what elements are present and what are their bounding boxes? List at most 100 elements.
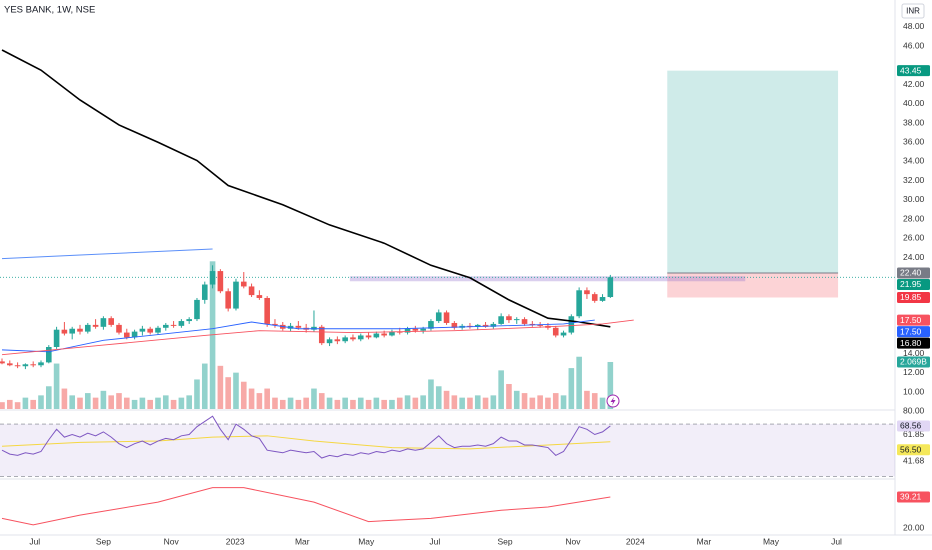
candle-body: [599, 297, 606, 301]
volume-bar: [178, 397, 185, 409]
x-tick-label: Mar: [697, 536, 712, 546]
candle-body: [194, 299, 200, 320]
candle-body: [45, 347, 52, 363]
candle-body: [61, 329, 68, 334]
candle-body: [350, 337, 356, 340]
currency-box[interactable]: [901, 3, 925, 19]
volume-bar: [84, 393, 91, 409]
loss-zone: [667, 272, 839, 298]
candle-body: [178, 321, 185, 326]
moving-average: [1, 319, 634, 356]
candle-body: [506, 316, 512, 321]
volume-bar: [521, 393, 528, 409]
y-tick-label: 34.00: [903, 156, 925, 166]
volume-bar: [162, 395, 169, 409]
volume-bar: [474, 395, 481, 409]
candle-body: [92, 324, 99, 327]
volume-bar: [545, 397, 551, 409]
candle-body: [264, 297, 270, 324]
candle-body: [334, 339, 341, 342]
x-tick-label: 2023: [226, 536, 245, 546]
volume-bar: [295, 399, 302, 409]
volume-bar: [131, 399, 138, 409]
x-tick-label: Jul: [831, 536, 842, 546]
volume-bar: [318, 393, 325, 409]
candle-body: [170, 324, 177, 326]
y-tick-label: 32.00: [903, 175, 925, 185]
volume-bar: [264, 388, 270, 409]
volume-bar: [357, 397, 364, 409]
candle-body: [147, 328, 153, 333]
volume-bar: [389, 399, 395, 409]
axis-value-label: 56.50: [900, 444, 922, 454]
y-tick-label: 24.00: [903, 252, 925, 262]
volume-bar: [537, 395, 543, 409]
x-tick-label: 2024: [626, 536, 645, 546]
candle-body: [498, 316, 504, 324]
y-tick-label: 46.00: [903, 40, 925, 50]
volume-bar: [591, 393, 598, 409]
plot: Jul Sep Nov 2023 Mar May Jul Sep Nov 2024 Mar May Ju…: [0, 21, 930, 546]
volume-bar: [529, 397, 536, 409]
candle-body: [311, 326, 317, 330]
rsi-tick-label: 80.00: [903, 405, 925, 415]
volume-bar: [256, 393, 263, 409]
x-tick-label: Nov: [164, 536, 180, 546]
axis-value-label: 17.50: [900, 315, 922, 325]
candle-body: [576, 290, 582, 317]
rsi-ma-line: [1, 435, 611, 450]
axis-value-label-box: [897, 267, 930, 279]
volume-bar: [303, 397, 309, 409]
candle-body: [248, 286, 255, 296]
x-tick-label: Sep: [497, 536, 512, 546]
candle-body: [607, 277, 614, 298]
axis-value-label-box: [897, 278, 930, 290]
volume-bar: [365, 399, 372, 409]
candle-body: [537, 324, 543, 326]
volume-bar: [77, 397, 83, 409]
volume-bar: [584, 390, 590, 409]
volume-bar: [155, 397, 161, 409]
volume-bar: [61, 388, 68, 409]
volume-bar: [451, 395, 458, 409]
volume-bar: [38, 395, 44, 409]
volume-bar: [194, 379, 200, 409]
axis-value-label: 21.95: [900, 279, 922, 289]
volume-bar: [412, 397, 419, 409]
volume-bar: [334, 399, 341, 409]
candle-body: [373, 333, 380, 338]
candle-body: [474, 324, 481, 327]
volume-bar: [69, 395, 75, 409]
volume-bar: [287, 397, 294, 409]
volume-bar: [217, 365, 224, 409]
axis-value-label: 16.80: [900, 338, 922, 348]
volume-bar: [396, 397, 403, 409]
volume-bar: [0, 402, 5, 409]
candle-body: [435, 312, 442, 322]
moving-average: [1, 49, 611, 328]
candle-body: [404, 328, 411, 333]
event-icon-glyph: [610, 397, 616, 406]
volume-bar: [233, 372, 239, 409]
indicator-tick-label: 20.00: [903, 522, 925, 532]
y-tick-label: 40.00: [903, 98, 925, 108]
volume-bar: [6, 399, 13, 409]
y-tick-label: 38.00: [903, 117, 925, 127]
chart-title: YES BANK, 1W, NSE: [4, 5, 95, 16]
volume-bar: [272, 397, 278, 409]
volume-bar: [279, 399, 286, 409]
axis-value-label: 39.21: [900, 492, 922, 502]
candle-body: [560, 332, 567, 336]
volume-bar: [404, 395, 411, 409]
rsi-tick-label: 61.85: [903, 429, 925, 439]
candle-body: [139, 328, 146, 332]
candle-body: [69, 328, 75, 334]
volume-bar: [311, 388, 317, 409]
candle-body: [381, 333, 387, 336]
currency: INR: [906, 7, 920, 16]
axis-value-label: 68.56: [900, 421, 922, 431]
candle-body: [100, 318, 107, 327]
y-tick-label: 30.00: [903, 194, 925, 204]
